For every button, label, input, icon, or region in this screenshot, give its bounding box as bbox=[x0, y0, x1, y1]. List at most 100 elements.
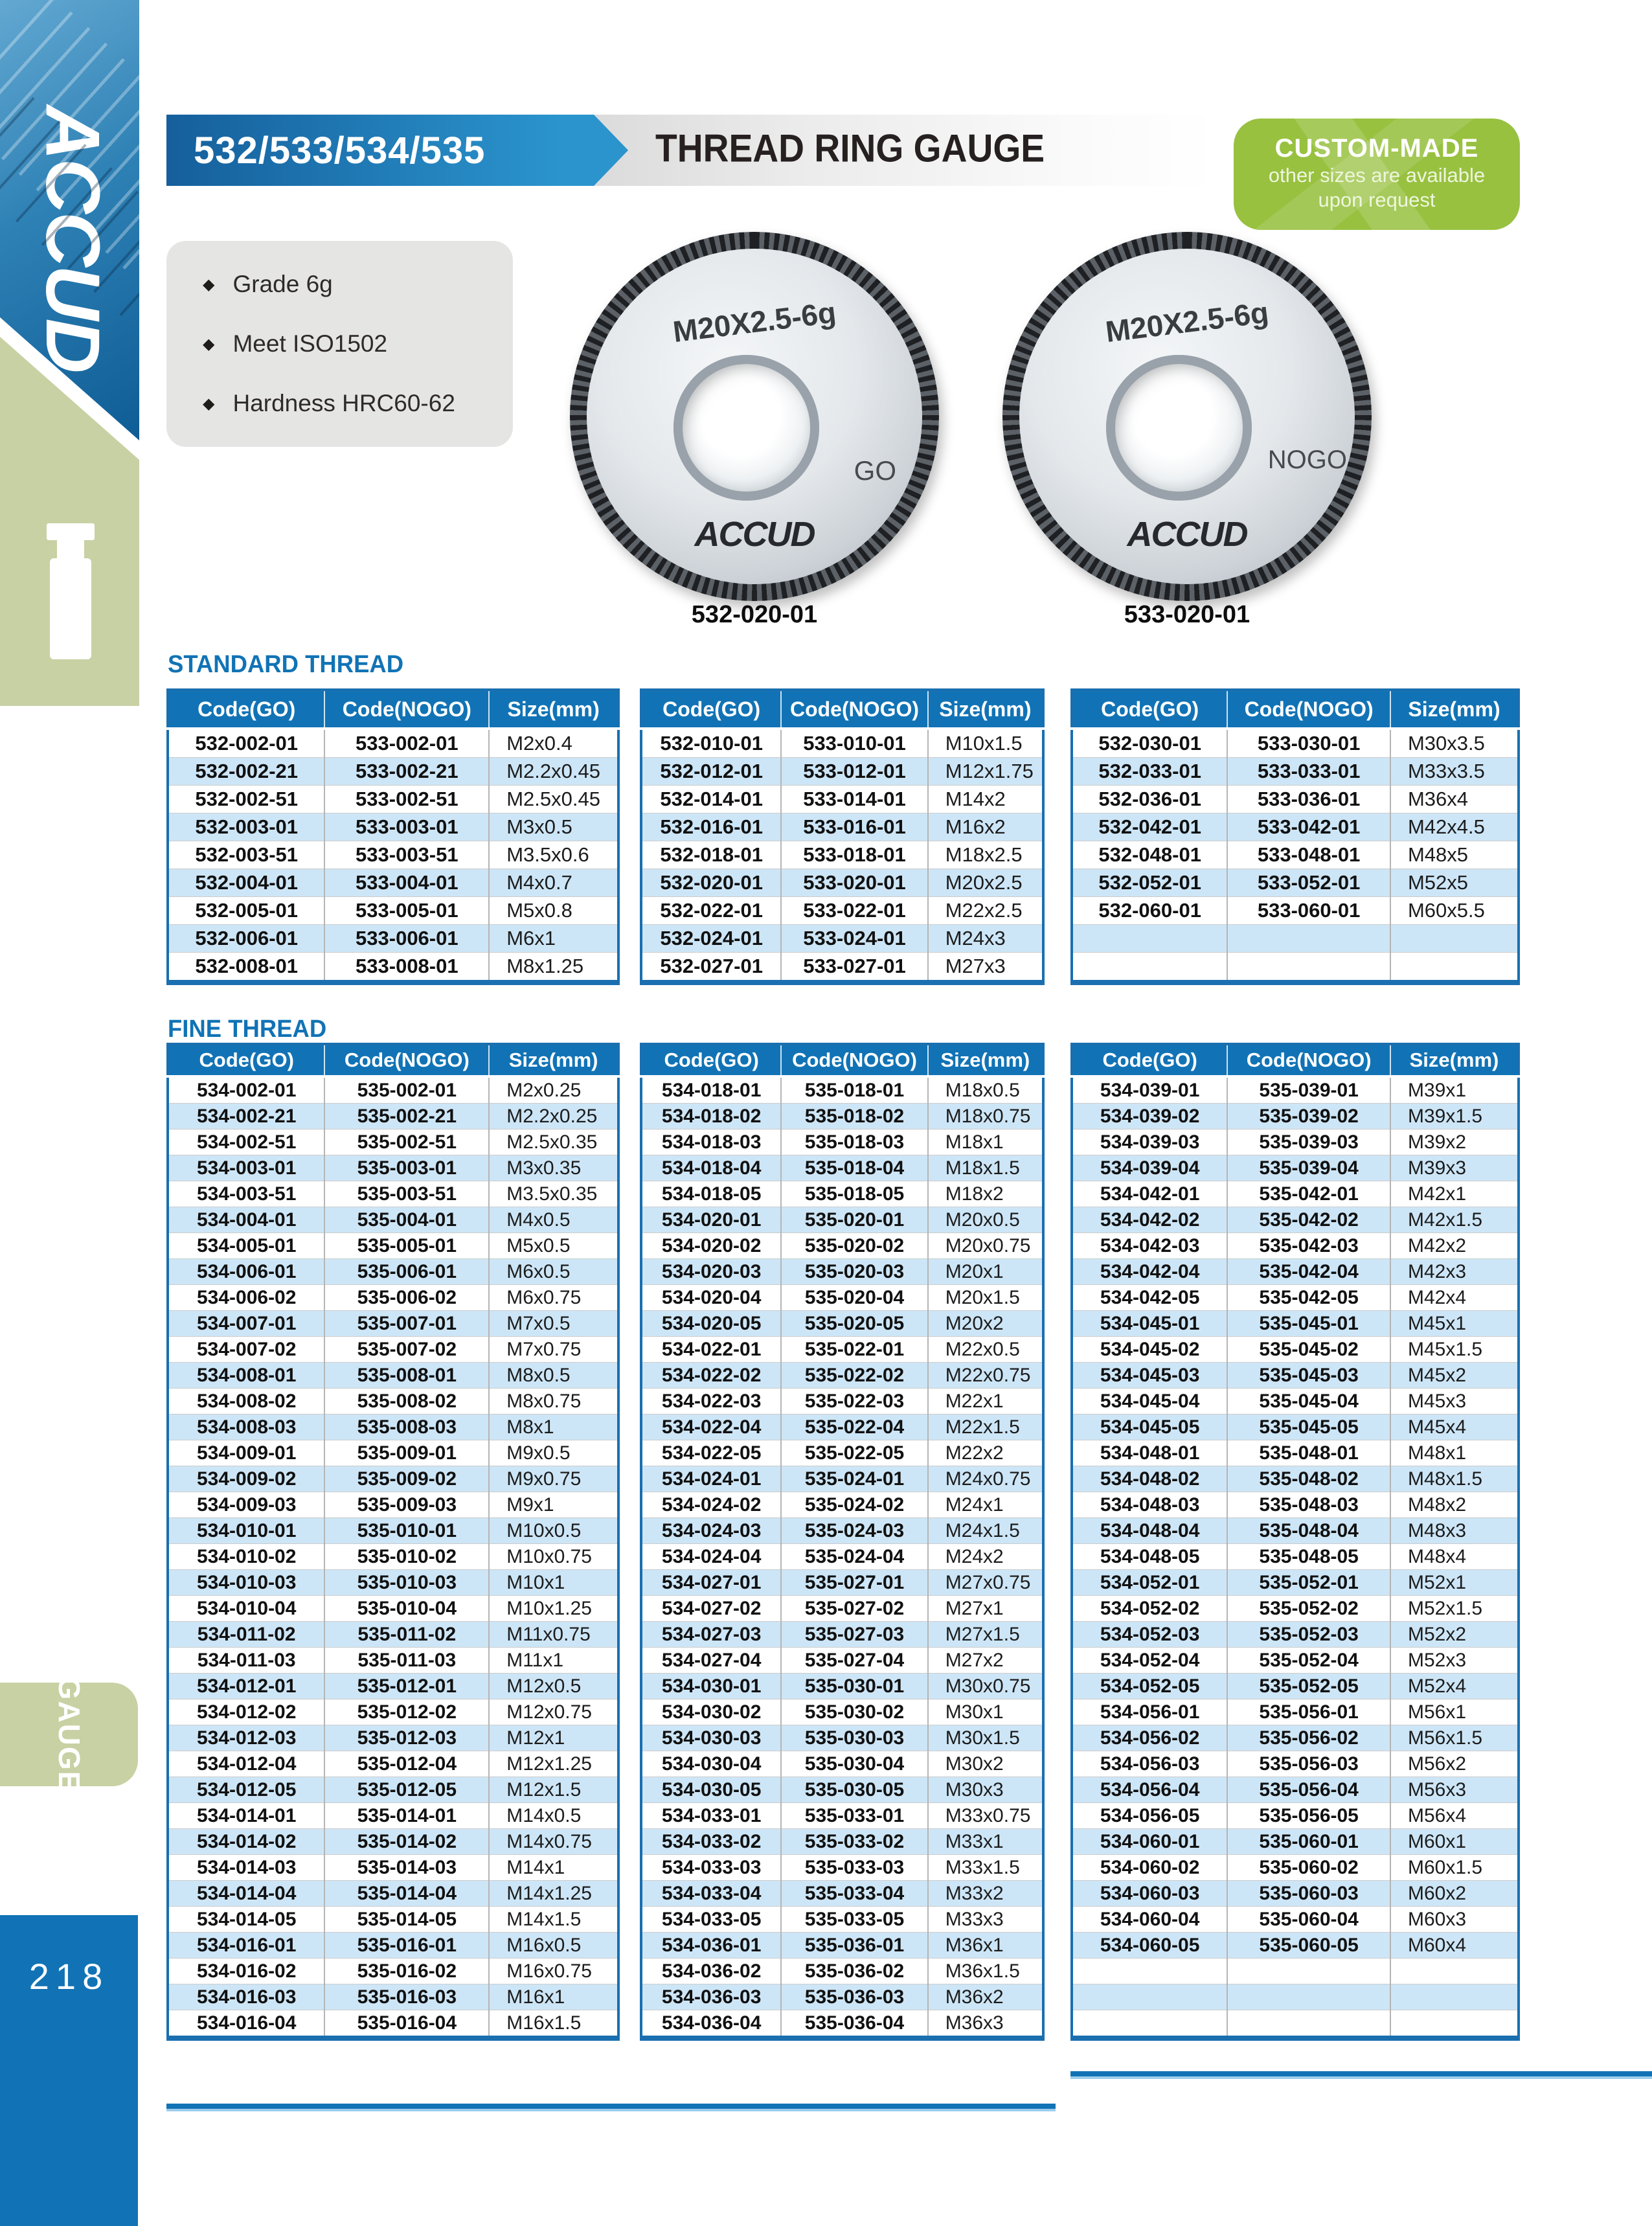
code-cell: 535-010-03 bbox=[324, 1569, 490, 1596]
code-cell: 534-022-05 bbox=[641, 1440, 782, 1466]
code-cell: 535-014-02 bbox=[324, 1828, 490, 1855]
table-row: 534-003-51 535-003-51 M3.5x0.35 bbox=[168, 1181, 618, 1207]
table-row: 532-042-01 533-042-01 M42x4.5 bbox=[1072, 813, 1519, 841]
size-cell: M52x3 bbox=[1389, 1647, 1519, 1674]
table-row: 534-009-02 535-009-02 M9x0.75 bbox=[168, 1466, 618, 1492]
size-cell: M56x1.5 bbox=[1389, 1725, 1519, 1751]
table-row: 534-024-02 535-024-02 M24x1 bbox=[641, 1492, 1043, 1518]
code-cell: 532-010-01 bbox=[660, 732, 763, 755]
code-cell: 534-048-03 bbox=[1072, 1492, 1228, 1518]
code-cell: 534-045-02 bbox=[1072, 1336, 1228, 1363]
code-cell: 533-024-01 bbox=[780, 924, 928, 953]
column-header: Code(GO) bbox=[168, 1044, 325, 1078]
code-cell: 535-052-02 bbox=[1227, 1595, 1390, 1622]
table-row: 534-060-02 535-060-02 M60x1.5 bbox=[1072, 1854, 1519, 1881]
features-box: ◆ Grade 6g ◆ Meet ISO1502 ◆ Hardness HRC60-62 bbox=[166, 241, 513, 447]
size-cell bbox=[1389, 952, 1519, 982]
code-cell: 534-009-03 bbox=[168, 1492, 325, 1518]
size-cell: M36x1 bbox=[927, 1932, 1043, 1959]
table-row: 534-036-01 535-036-01 M36x1 bbox=[641, 1932, 1043, 1959]
code-cell: 535-024-02 bbox=[780, 1492, 928, 1518]
code-cell: 534-042-01 bbox=[1072, 1181, 1228, 1207]
table-row: 534-016-01 535-016-01 M16x0.5 bbox=[168, 1932, 618, 1959]
code-cell: 534-018-01 bbox=[661, 1079, 762, 1101]
code-cell: 535-009-03 bbox=[324, 1492, 490, 1518]
code-cell: 533-008-01 bbox=[324, 952, 490, 982]
size-cell: M20x1.5 bbox=[927, 1284, 1043, 1311]
code-cell: 534-002-01 bbox=[196, 1079, 297, 1101]
size-cell: M2.5x0.45 bbox=[488, 785, 618, 813]
threaded-hole bbox=[673, 355, 819, 501]
gauge-table: Code(GO) Code(NOGO) Size(mm) 534-018-01 535-… bbox=[640, 1043, 1045, 2041]
code-cell: 535-060-05 bbox=[1227, 1932, 1390, 1959]
size-cell: M11x0.75 bbox=[488, 1621, 618, 1648]
code-cell: 534-008-02 bbox=[168, 1388, 325, 1414]
feature-item: ◆ Meet ISO1502 bbox=[203, 330, 513, 358]
table-row: 534-052-05 535-052-05 M52x4 bbox=[1072, 1673, 1519, 1699]
table-row: 532-012-01 533-012-01 M12x1.75 bbox=[641, 757, 1043, 786]
code-cell: 535-003-51 bbox=[324, 1181, 490, 1207]
table-row: 534-016-02 535-016-02 M16x0.75 bbox=[168, 1958, 618, 1984]
size-cell: M3x0.35 bbox=[488, 1155, 618, 1181]
table-row: 534-007-02 535-007-02 M7x0.75 bbox=[168, 1336, 618, 1363]
code-cell: 534-010-03 bbox=[168, 1569, 325, 1596]
gauge-icon bbox=[0, 337, 139, 706]
size-cell: M56x4 bbox=[1389, 1802, 1519, 1829]
code-cell: 534-033-01 bbox=[641, 1802, 782, 1829]
table-row: 534-052-04 535-052-04 M52x3 bbox=[1072, 1647, 1519, 1674]
table-row: 534-018-03 535-018-03 M18x1 bbox=[641, 1129, 1043, 1155]
table-row: 534-012-02 535-012-02 M12x0.75 bbox=[168, 1699, 618, 1725]
table-row: 534-056-03 535-056-03 M56x2 bbox=[1072, 1751, 1519, 1777]
product-image-nogo-ring: M20X2.5-6g NOGO ACCUD bbox=[1002, 232, 1372, 601]
table-row: 534-006-02 535-006-02 M6x0.75 bbox=[168, 1284, 618, 1311]
size-cell: M27x1.5 bbox=[927, 1621, 1043, 1648]
size-cell: M4x0.7 bbox=[488, 869, 618, 897]
table-row: 532-060-01 533-060-01 M60x5.5 bbox=[1072, 896, 1519, 925]
table-row: 534-014-05 535-014-05 M14x1.5 bbox=[168, 1906, 618, 1933]
table-row: 534-052-03 535-052-03 M52x2 bbox=[1072, 1621, 1519, 1648]
code-cell: 532-004-01 bbox=[168, 869, 325, 897]
code-cell: 534-018-02 bbox=[641, 1103, 782, 1130]
gauge-table: Code(GO) Code(NOGO) Size(mm) 532-002-01 533-… bbox=[166, 688, 620, 985]
size-cell: M36x1.5 bbox=[927, 1958, 1043, 1984]
code-cell: 534-036-04 bbox=[641, 2010, 782, 2038]
code-cell: 535-036-04 bbox=[780, 2010, 928, 2038]
table-row: 534-042-02 535-042-02 M42x1.5 bbox=[1072, 1207, 1519, 1233]
table-row: 534-048-05 535-048-05 M48x4 bbox=[1072, 1543, 1519, 1570]
code-cell: 535-014-04 bbox=[324, 1880, 490, 1907]
table-row: 534-022-04 535-022-04 M22x1.5 bbox=[641, 1414, 1043, 1440]
code-cell: 534-033-04 bbox=[641, 1880, 782, 1907]
code-cell: 535-007-02 bbox=[324, 1336, 490, 1363]
code-cell: 533-020-01 bbox=[780, 869, 928, 897]
column-header: Code(GO) bbox=[641, 1044, 782, 1078]
table-row: 534-016-03 535-016-03 M16x1 bbox=[168, 1984, 618, 2010]
footer-rule-left bbox=[166, 2104, 1056, 2109]
table-row: 532-027-01 533-027-01 M27x3 bbox=[641, 952, 1043, 982]
code-cell: 532-012-01 bbox=[641, 757, 782, 786]
size-cell: M27x3 bbox=[927, 952, 1043, 982]
size-cell: M4x0.5 bbox=[488, 1207, 618, 1233]
code-cell: 535-012-02 bbox=[324, 1699, 490, 1725]
code-cell: 534-042-04 bbox=[1072, 1258, 1228, 1285]
code-cell: 534-027-03 bbox=[641, 1621, 782, 1648]
code-cell: 535-024-03 bbox=[780, 1517, 928, 1544]
code-cell: 535-030-05 bbox=[780, 1777, 928, 1803]
code-cell: 534-006-02 bbox=[168, 1284, 325, 1311]
code-cell: 535-033-04 bbox=[780, 1880, 928, 1907]
code-cell bbox=[1072, 952, 1228, 982]
size-cell: M30x0.75 bbox=[927, 1673, 1043, 1699]
code-cell: 535-027-01 bbox=[780, 1569, 928, 1596]
size-cell: M11x1 bbox=[488, 1647, 618, 1674]
code-cell: 534-060-05 bbox=[1072, 1932, 1228, 1959]
code-cell: 535-048-01 bbox=[1227, 1440, 1390, 1466]
table-row bbox=[1072, 2010, 1519, 2038]
size-cell bbox=[1389, 1958, 1519, 1984]
size-cell: M5x0.8 bbox=[488, 896, 618, 925]
table-row: 534-007-01 535-007-01 M7x0.5 bbox=[168, 1310, 618, 1337]
code-cell: 534-024-01 bbox=[641, 1466, 782, 1492]
size-cell: M33x1.5 bbox=[927, 1854, 1043, 1881]
table-row: 534-039-04 535-039-04 M39x3 bbox=[1072, 1155, 1519, 1181]
code-cell: 535-056-02 bbox=[1227, 1725, 1390, 1751]
code-cell: 534-012-04 bbox=[168, 1751, 325, 1777]
code-cell: 534-011-02 bbox=[168, 1621, 325, 1648]
